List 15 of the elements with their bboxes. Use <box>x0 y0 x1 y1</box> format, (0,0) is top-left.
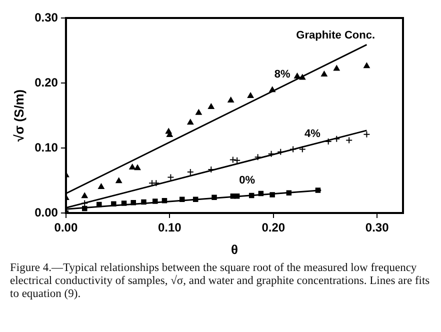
y-axis-title: √σ (S/m) <box>11 89 26 142</box>
x-tick-label: 0.30 <box>365 220 390 235</box>
y-tick-label: 0.10 <box>34 140 58 154</box>
x-tick-label: 0.10 <box>158 220 182 235</box>
legend-title: Graphite Conc. <box>296 30 375 42</box>
y-tick-label: 0.20 <box>34 75 58 90</box>
x-tick-label: 0.00 <box>54 220 78 235</box>
series-label: 0% <box>239 174 256 187</box>
x-axis-title: θ <box>230 242 238 257</box>
caption: Figure 4.—Typical relationships between the square root of the measured low frequency electrical conductivity of samples, √σ, and water and graphite concentrations. Lines are fits to equation (9). <box>10 262 431 301</box>
x-tick-label: 0.20 <box>262 220 286 235</box>
y-tick-label: 0.30 <box>34 10 58 24</box>
series-label: 4% <box>304 128 321 140</box>
y-tick-label: 0.00 <box>34 205 58 220</box>
series-label: 8% <box>274 68 290 81</box>
